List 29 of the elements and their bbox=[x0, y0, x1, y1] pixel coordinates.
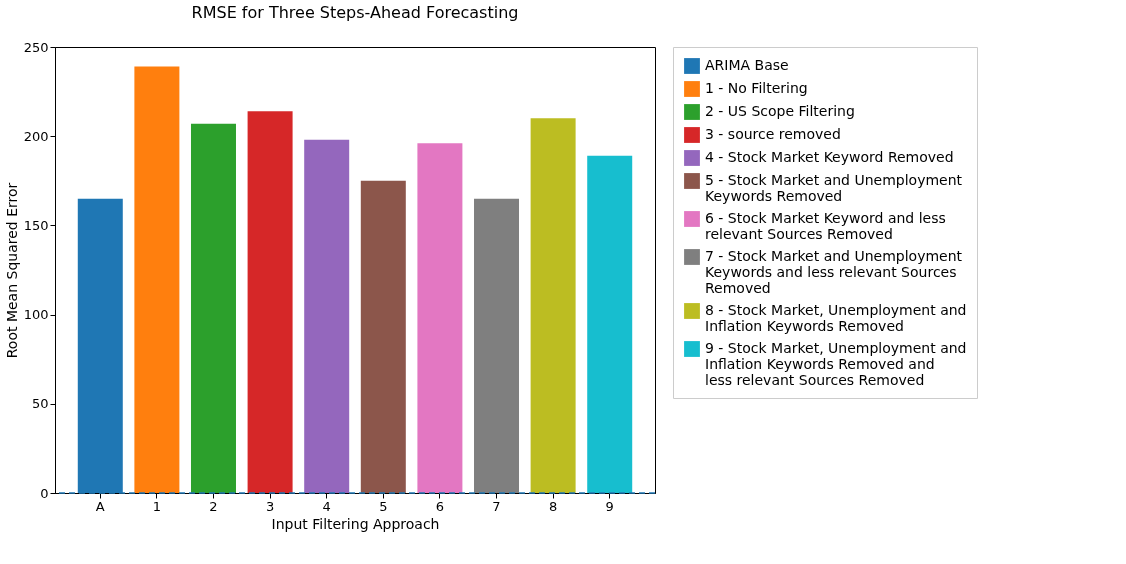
x-tick-label: 4 bbox=[322, 498, 331, 514]
legend-label: 5 - Stock Market and Unemployment Keywords Removed bbox=[705, 172, 963, 204]
y-tick-label: 200 bbox=[23, 128, 49, 144]
legend-label: 4 - Stock Market Keyword Removed bbox=[705, 149, 954, 165]
legend-label: ARIMA Base bbox=[705, 57, 789, 73]
y-tick-label: 150 bbox=[23, 217, 49, 233]
legend-label: 2 - US Scope Filtering bbox=[705, 103, 855, 119]
legend-label: 9 - Stock Market, Unemployment and Inflation Keywords Removed and less relevant Sources Removed bbox=[705, 340, 967, 388]
y-tick-label: 250 bbox=[23, 39, 49, 55]
x-tick-label: 3 bbox=[265, 498, 275, 514]
x-tick-label: 1 bbox=[152, 498, 162, 514]
legend-label: 7 - Stock Market and Unemployment Keywords and less relevant Sources Removed bbox=[705, 248, 963, 296]
legend-label: 6 - Stock Market Keyword and less relevant Sources Removed bbox=[705, 210, 946, 242]
x-tick-label: 2 bbox=[209, 498, 218, 514]
x-tick-label: 7 bbox=[492, 498, 501, 514]
y-tick-label: 0 bbox=[40, 485, 49, 501]
chart-title: RMSE for Three Steps-Ahead Forecasting bbox=[191, 3, 519, 22]
y-tick-label: 50 bbox=[31, 396, 49, 412]
y-tick-label: 100 bbox=[23, 307, 49, 323]
x-tick-label: 9 bbox=[605, 498, 614, 514]
y-axis-title: Root Mean Squared Error bbox=[3, 182, 20, 359]
x-tick-label: 6 bbox=[435, 498, 445, 514]
x-tick-label: 8 bbox=[548, 498, 558, 514]
legend-label: 8 - Stock Market, Unemployment and Inflation Keywords Removed bbox=[705, 302, 967, 334]
legend-label: 1 - No Filtering bbox=[705, 80, 808, 96]
legend-label: 3 - source removed bbox=[705, 126, 841, 142]
x-tick-label: A bbox=[95, 498, 105, 514]
x-tick-label: 5 bbox=[379, 498, 388, 514]
x-axis-title: Input Filtering Approach bbox=[271, 515, 440, 532]
